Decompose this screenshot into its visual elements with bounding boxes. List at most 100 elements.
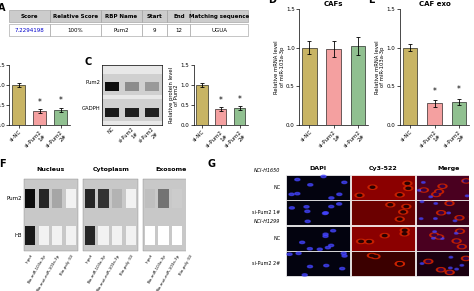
Bar xyxy=(112,226,122,245)
Text: Matching sequence: Matching sequence xyxy=(189,14,249,19)
Circle shape xyxy=(455,216,464,220)
Bar xyxy=(186,226,196,245)
Bar xyxy=(172,189,182,208)
Circle shape xyxy=(432,192,441,196)
Text: NC: NC xyxy=(273,184,281,190)
Circle shape xyxy=(453,220,457,221)
Bar xyxy=(125,108,139,117)
Circle shape xyxy=(368,185,377,189)
Y-axis label: Relative mRNA level
of miR-103a-3p: Relative mRNA level of miR-103a-3p xyxy=(374,40,385,94)
Circle shape xyxy=(463,180,466,182)
Bar xyxy=(286,251,350,276)
Bar xyxy=(66,226,76,245)
Title: CAF exo: CAF exo xyxy=(419,1,450,7)
Circle shape xyxy=(287,253,292,255)
Bar xyxy=(143,179,198,251)
Circle shape xyxy=(447,212,450,214)
Bar xyxy=(351,226,415,251)
Bar xyxy=(66,189,76,208)
Circle shape xyxy=(337,193,342,196)
Bar xyxy=(417,175,474,200)
Circle shape xyxy=(398,218,402,220)
Bar xyxy=(85,226,95,245)
Bar xyxy=(167,10,191,22)
Circle shape xyxy=(419,218,423,219)
Text: Relative Score: Relative Score xyxy=(53,14,98,19)
Text: Input: Input xyxy=(145,253,153,264)
Bar xyxy=(186,189,196,208)
Bar xyxy=(50,24,101,36)
Bar xyxy=(142,24,167,36)
Circle shape xyxy=(324,265,329,267)
Bar xyxy=(101,74,162,95)
Bar xyxy=(101,10,142,22)
Circle shape xyxy=(399,210,408,214)
Circle shape xyxy=(445,270,454,274)
Circle shape xyxy=(305,210,310,212)
Bar xyxy=(351,175,415,200)
Circle shape xyxy=(370,254,374,257)
Circle shape xyxy=(404,205,409,207)
Circle shape xyxy=(404,186,413,190)
Bar xyxy=(145,189,155,208)
Circle shape xyxy=(438,269,443,271)
Text: RBP Name: RBP Name xyxy=(105,14,137,19)
Circle shape xyxy=(329,205,334,208)
Bar xyxy=(191,24,248,36)
Bar xyxy=(38,189,49,208)
Bar xyxy=(142,10,167,22)
Text: *: * xyxy=(37,98,42,107)
Bar xyxy=(24,179,78,251)
Text: 12: 12 xyxy=(175,28,182,33)
Circle shape xyxy=(328,244,334,246)
Circle shape xyxy=(373,255,378,258)
Text: NCI-H1650: NCI-H1650 xyxy=(254,168,281,173)
Circle shape xyxy=(395,193,404,197)
Bar xyxy=(125,82,139,91)
Bar xyxy=(145,82,159,91)
Circle shape xyxy=(395,262,404,266)
Bar xyxy=(52,189,63,208)
Circle shape xyxy=(383,235,387,237)
Circle shape xyxy=(430,233,439,237)
Bar xyxy=(38,226,49,245)
Circle shape xyxy=(367,253,376,258)
Circle shape xyxy=(434,218,437,219)
Bar xyxy=(25,226,35,245)
Circle shape xyxy=(435,235,444,239)
Text: 100%: 100% xyxy=(68,28,83,33)
Circle shape xyxy=(340,267,345,270)
Circle shape xyxy=(289,193,294,196)
Circle shape xyxy=(370,186,375,188)
Circle shape xyxy=(432,234,437,236)
Text: End: End xyxy=(173,14,185,19)
Circle shape xyxy=(295,178,300,181)
Bar xyxy=(417,226,474,251)
Circle shape xyxy=(401,211,405,213)
Bar xyxy=(158,226,169,245)
Circle shape xyxy=(304,206,309,208)
Circle shape xyxy=(398,194,402,196)
Text: *: * xyxy=(59,96,63,105)
Bar xyxy=(158,189,169,208)
Text: Bio-miR-103a-3p: Bio-miR-103a-3p xyxy=(147,253,167,284)
Circle shape xyxy=(455,233,458,234)
Circle shape xyxy=(402,233,407,235)
Circle shape xyxy=(437,236,441,238)
Text: Bio-poly (G): Bio-poly (G) xyxy=(119,253,134,276)
Bar xyxy=(351,46,365,125)
Text: *: * xyxy=(219,95,223,104)
Circle shape xyxy=(403,181,412,185)
Circle shape xyxy=(342,255,347,257)
Text: G: G xyxy=(208,159,216,169)
Circle shape xyxy=(400,232,409,236)
Bar xyxy=(403,47,418,125)
Circle shape xyxy=(435,189,444,194)
Circle shape xyxy=(426,260,430,262)
Text: Bio-mut-miR-103a-3p: Bio-mut-miR-103a-3p xyxy=(96,253,121,291)
Text: DAPI: DAPI xyxy=(309,166,326,171)
Text: Cytoplasm: Cytoplasm xyxy=(92,167,129,172)
Text: Bio-poly (G): Bio-poly (G) xyxy=(59,253,74,276)
Text: NC: NC xyxy=(273,236,281,241)
Circle shape xyxy=(308,184,313,186)
